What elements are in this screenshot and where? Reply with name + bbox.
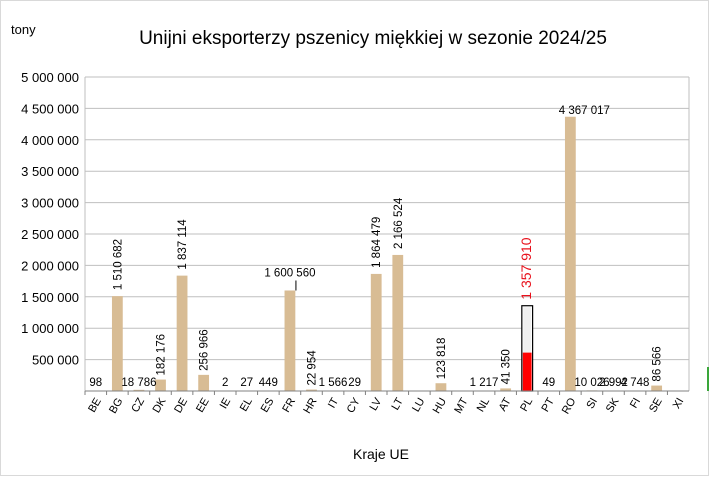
data-label-at: 41 350 <box>501 349 513 384</box>
data-label-pl: 1 357 910 <box>518 237 534 299</box>
y-unit-label: tony <box>11 22 36 37</box>
x-tick-label-se: SE <box>647 396 665 415</box>
x-tick-label-be: BE <box>86 396 104 415</box>
data-label-hu: 123 818 <box>436 338 448 380</box>
data-label-fi: 4 748 <box>621 377 650 389</box>
x-tick-label-si: SI <box>584 396 600 411</box>
chart-title: Unijni eksporterzy pszenicy miękkiej w s… <box>139 28 607 49</box>
data-label-ie: 2 <box>222 377 228 389</box>
data-label-lv: 1 864 479 <box>371 217 383 268</box>
bar-se <box>651 386 662 391</box>
y-tick-label: 4 000 000 <box>21 133 79 148</box>
bar-ee <box>198 375 209 391</box>
data-label-de: 1 837 114 <box>177 219 189 270</box>
x-tick-label-lt: LT <box>389 396 406 413</box>
x-tick-label-de: DE <box>172 396 190 415</box>
x-tick-label-hu: HU <box>431 396 449 416</box>
data-label-cz: 18 786 <box>121 377 156 389</box>
bar-ro <box>565 117 576 391</box>
data-label-es: 449 <box>259 377 278 389</box>
bar-de <box>177 276 188 391</box>
data-label-nl: 1 217 <box>470 377 499 389</box>
x-tick-label-cy: CY <box>345 395 363 415</box>
data-label-it: 1 566 <box>319 377 348 389</box>
bar-fr <box>285 290 296 391</box>
x-tick-label-hr: HR <box>301 396 319 416</box>
y-tick-label: 5 000 000 <box>21 70 79 85</box>
x-tick-label-xi: XI <box>671 396 687 411</box>
data-label-hr: 22 954 <box>307 350 319 386</box>
bar-pl-fill <box>523 353 532 391</box>
x-tick-label-el: EL <box>238 396 255 414</box>
gridlines <box>85 77 689 391</box>
y-tick-label: 2 500 000 <box>21 227 79 242</box>
x-tick-label-dk: DK <box>151 395 169 415</box>
data-label-se: 86 566 <box>652 346 664 381</box>
x-tick-label-bg: BG <box>107 396 125 416</box>
x-tick-label-mt: MT <box>452 396 470 416</box>
x-tick-label-cz: CZ <box>129 396 147 415</box>
x-tick-label-lu: LU <box>410 396 427 414</box>
x-tick-label-ro: RO <box>560 396 579 417</box>
y-tick-label: 3 000 000 <box>21 196 79 211</box>
x-tick-label-at: AT <box>497 396 514 414</box>
bar-lt <box>392 255 403 391</box>
x-tick-label-es: ES <box>259 396 277 415</box>
y-tick-label: 3 500 000 <box>21 164 79 179</box>
data-label-ro: 4 367 017 <box>559 105 610 117</box>
bar-lv <box>371 274 382 391</box>
x-tick-label-ie: IE <box>218 396 234 411</box>
data-label-dk: 182 176 <box>156 334 168 376</box>
x-tick-label-it: IT <box>326 396 341 411</box>
x-tick-label-sk: SK <box>604 395 622 414</box>
data-label-bg: 1 510 682 <box>112 239 124 290</box>
data-label-be: 98 <box>89 377 102 389</box>
data-label-lt: 2 166 524 <box>393 197 405 249</box>
y-tick-label: 2 000 000 <box>21 258 79 273</box>
x-tick-label-pl: PL <box>518 396 535 414</box>
x-tick-label-ee: EE <box>194 396 212 415</box>
x-axis-label: Kraje UE <box>353 446 409 462</box>
bar-dk <box>155 380 166 391</box>
y-tick-label: 500 000 <box>32 353 79 368</box>
x-tick-label-fi: FI <box>628 396 643 410</box>
y-tick-label: 1 000 000 <box>21 321 79 336</box>
bar-hu <box>436 383 447 391</box>
y-axis-ticks: 500 000 1 000 000 1 500 000 2 000 000 2 500 … <box>21 70 79 368</box>
data-label-el: 27 <box>240 377 253 389</box>
x-tick-label-lv: LV <box>368 395 385 413</box>
data-label-pt: 49 <box>542 377 555 389</box>
data-label-fr: 1 600 560 <box>264 267 315 279</box>
data-label-cy: 29 <box>348 377 361 389</box>
x-tick-label-fr: FR <box>280 396 298 415</box>
x-tick-label-nl: NL <box>475 396 492 414</box>
data-label-ee: 256 966 <box>199 329 211 371</box>
y-tick-label: 4 500 000 <box>21 101 79 116</box>
x-tick-label-pt: PT <box>539 396 557 414</box>
y-tick-label: 1 500 000 <box>21 290 79 305</box>
